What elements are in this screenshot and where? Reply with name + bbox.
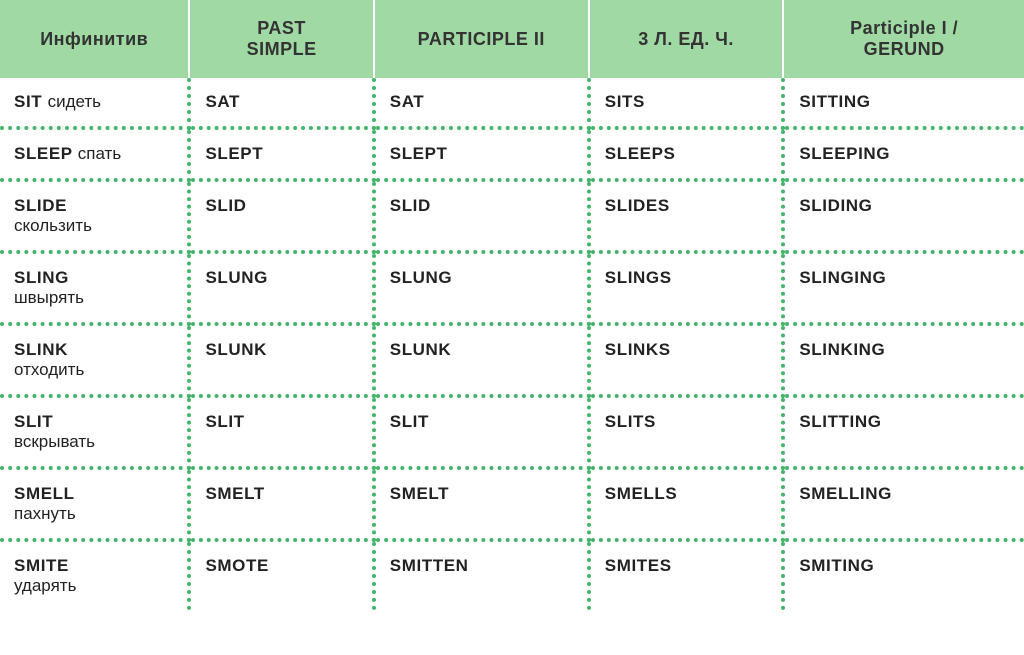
cell-third-sg: SLINKS — [589, 324, 784, 396]
header-infinitive-label: Инфинитив — [40, 29, 148, 49]
cell-participle2: SLUNG — [374, 252, 589, 324]
cell-participle1: SLINGING — [783, 252, 1024, 324]
header-past-simple: PAST SIMPLE — [189, 0, 373, 78]
verb-forms-table: Инфинитив PAST SIMPLE PARTICIPLE II 3 Л.… — [0, 0, 1024, 610]
cell-third-sg: SLEEPS — [589, 128, 784, 180]
verb-label: SLIT — [14, 412, 53, 431]
cell-third-sg: SITS — [589, 78, 784, 128]
cell-participle1: SMITING — [783, 540, 1024, 610]
cell-infinitive: SLINGшвырять — [0, 252, 189, 324]
translation-label: вскрывать — [14, 432, 95, 451]
cell-infinitive: SLINKотходить — [0, 324, 189, 396]
cell-participle2: SLID — [374, 180, 589, 252]
cell-participle1: SITTING — [783, 78, 1024, 128]
verb-label: SLING — [14, 268, 69, 287]
cell-participle1: SMELLING — [783, 468, 1024, 540]
cell-participle2: SLIT — [374, 396, 589, 468]
cell-infinitive: SLIDEскользить — [0, 180, 189, 252]
cell-participle2: SMELT — [374, 468, 589, 540]
cell-participle1: SLINKING — [783, 324, 1024, 396]
header-third-sg: 3 Л. ЕД. Ч. — [589, 0, 784, 78]
cell-participle2: SMITTEN — [374, 540, 589, 610]
table-row: SMELLпахнутьSMELTSMELTSMELLSSMELLING — [0, 468, 1024, 540]
cell-past-simple: SMOTE — [189, 540, 373, 610]
table-row: SLINGшвырятьSLUNGSLUNGSLINGSSLINGING — [0, 252, 1024, 324]
cell-third-sg: SLITS — [589, 396, 784, 468]
table-row: SMITEударятьSMOTESMITTENSMITESSMITING — [0, 540, 1024, 610]
header-participle1: Participle I / GERUND — [783, 0, 1024, 78]
table-row: SLEEP спатьSLEPTSLEPTSLEEPSSLEEPING — [0, 128, 1024, 180]
verb-label: SLINK — [14, 340, 68, 359]
cell-infinitive: SLEEP спать — [0, 128, 189, 180]
verb-label: SLEEP — [14, 144, 72, 163]
cell-participle1: SLITTING — [783, 396, 1024, 468]
header-participle2: PARTICIPLE II — [374, 0, 589, 78]
verb-label: SLIDE — [14, 196, 67, 215]
cell-third-sg: SMITES — [589, 540, 784, 610]
verb-label: SMELL — [14, 484, 75, 503]
table-row: SLITвскрыватьSLITSLITSLITSSLITTING — [0, 396, 1024, 468]
table-header: Инфинитив PAST SIMPLE PARTICIPLE II 3 Л.… — [0, 0, 1024, 78]
cell-past-simple: SLUNK — [189, 324, 373, 396]
cell-participle2: SLUNK — [374, 324, 589, 396]
table-row: SLINKотходитьSLUNKSLUNKSLINKSSLINKING — [0, 324, 1024, 396]
header-past-simple-l1: PAST — [257, 18, 306, 38]
cell-infinitive: SMITEударять — [0, 540, 189, 610]
cell-past-simple: SLIT — [189, 396, 373, 468]
cell-infinitive: SMELLпахнуть — [0, 468, 189, 540]
cell-past-simple: SLEPT — [189, 128, 373, 180]
verb-label: SIT — [14, 92, 42, 111]
header-participle2-label: PARTICIPLE II — [418, 29, 545, 49]
header-participle1-l2: GERUND — [864, 39, 945, 59]
translation-label: спать — [78, 144, 121, 163]
translation-label: отходить — [14, 360, 84, 379]
cell-infinitive: SIT сидеть — [0, 78, 189, 128]
cell-participle2: SAT — [374, 78, 589, 128]
cell-third-sg: SLINGS — [589, 252, 784, 324]
cell-past-simple: SAT — [189, 78, 373, 128]
cell-third-sg: SLIDES — [589, 180, 784, 252]
translation-label: ударять — [14, 576, 76, 595]
cell-participle2: SLEPT — [374, 128, 589, 180]
cell-third-sg: SMELLS — [589, 468, 784, 540]
header-infinitive: Инфинитив — [0, 0, 189, 78]
cell-past-simple: SLUNG — [189, 252, 373, 324]
table-row: SIT сидетьSATSATSITSSITTING — [0, 78, 1024, 128]
cell-infinitive: SLITвскрывать — [0, 396, 189, 468]
translation-label: швырять — [14, 288, 84, 307]
cell-past-simple: SLID — [189, 180, 373, 252]
translation-label: пахнуть — [14, 504, 76, 523]
cell-past-simple: SMELT — [189, 468, 373, 540]
header-past-simple-l2: SIMPLE — [247, 39, 317, 59]
cell-participle1: SLEEPING — [783, 128, 1024, 180]
verb-label: SMITE — [14, 556, 69, 575]
header-participle1-l1: Participle I / — [850, 18, 958, 38]
translation-label: сидеть — [48, 92, 101, 111]
header-third-sg-label: 3 Л. ЕД. Ч. — [638, 29, 734, 49]
table-body: SIT сидетьSATSATSITSSITTINGSLEEP спатьSL… — [0, 78, 1024, 610]
translation-label: скользить — [14, 216, 92, 235]
cell-participle1: SLIDING — [783, 180, 1024, 252]
table-row: SLIDEскользитьSLIDSLIDSLIDESSLIDING — [0, 180, 1024, 252]
